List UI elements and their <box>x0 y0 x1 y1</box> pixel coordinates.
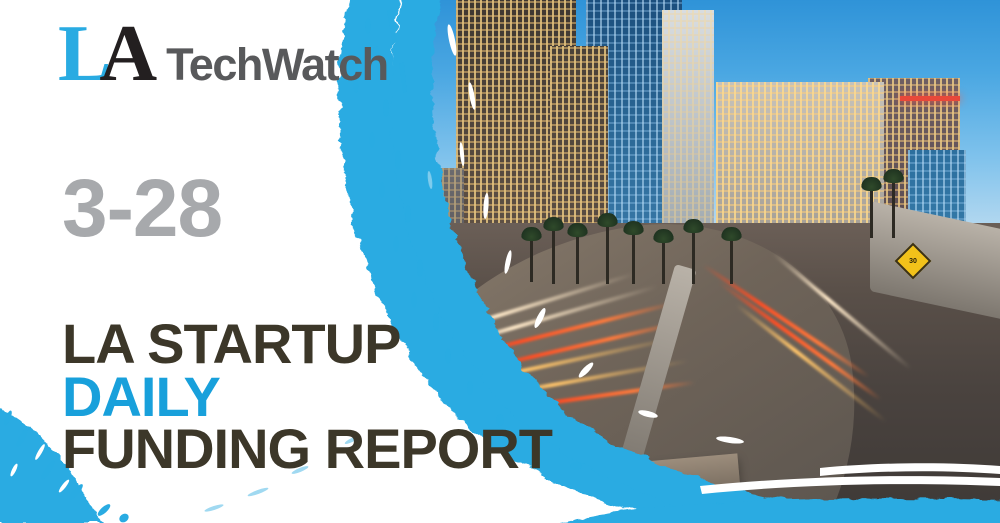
road-sign-label: 30 <box>909 257 917 265</box>
headline-line-1: LA STARTUP <box>62 312 401 375</box>
palm-tree <box>892 178 895 238</box>
palm-tree <box>730 236 733 284</box>
building-crown-light <box>900 96 960 101</box>
logo[interactable]: L A TechWatch <box>58 10 389 98</box>
headline: LA STARTUP DAILY FUNDING REPORT <box>62 312 553 481</box>
logo-letter-l: L <box>58 10 111 98</box>
text-panel: L A TechWatch 3-28 LA STARTUP DAILY FUND… <box>58 10 553 481</box>
palm-tree <box>692 228 695 284</box>
logo-wordmark: TechWatch <box>166 39 389 90</box>
headline-line-2: DAILY <box>62 364 221 428</box>
issue-date: 3-28 <box>62 163 223 254</box>
logo-letter-a: A <box>99 10 157 98</box>
palm-tree <box>662 238 665 284</box>
palm-tree <box>870 186 873 238</box>
headline-line-3: FUNDING REPORT <box>62 417 553 481</box>
